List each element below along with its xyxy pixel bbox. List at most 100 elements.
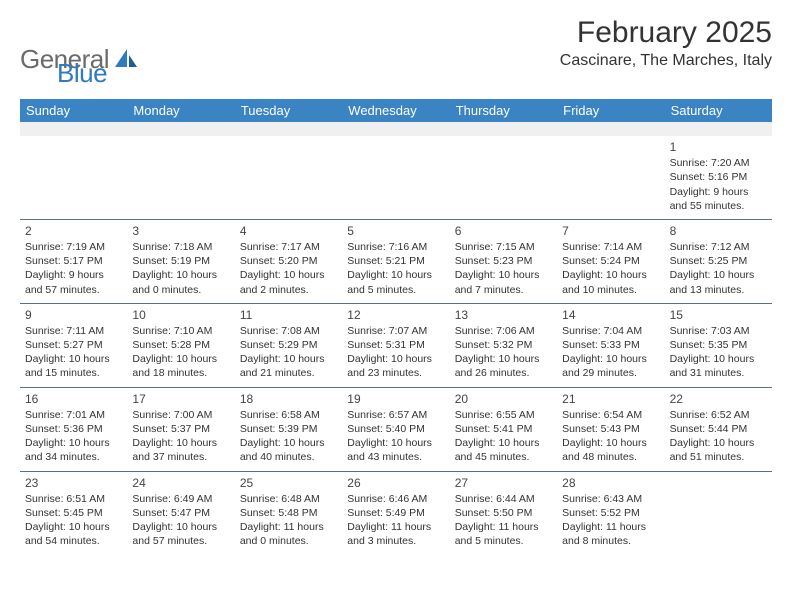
week-row: 1Sunrise: 7:20 AMSunset: 5:16 PMDaylight… bbox=[20, 136, 772, 219]
daylight-text: and 37 minutes. bbox=[132, 450, 229, 464]
week-row: 16Sunrise: 7:01 AMSunset: 5:36 PMDayligh… bbox=[20, 387, 772, 471]
sunrise-text: Sunrise: 7:18 AM bbox=[132, 240, 229, 254]
sunrise-text: Sunrise: 6:55 AM bbox=[455, 408, 552, 422]
day-number: 18 bbox=[240, 391, 337, 407]
day-number: 9 bbox=[25, 307, 122, 323]
daylight-text: Daylight: 11 hours bbox=[347, 520, 444, 534]
daylight-text: Daylight: 10 hours bbox=[562, 436, 659, 450]
day-cell: 7Sunrise: 7:14 AMSunset: 5:24 PMDaylight… bbox=[557, 220, 664, 303]
daylight-text: Daylight: 10 hours bbox=[670, 352, 767, 366]
daylight-text: Daylight: 10 hours bbox=[455, 436, 552, 450]
day-header-cell: Saturday bbox=[665, 99, 772, 122]
day-number: 5 bbox=[347, 223, 444, 239]
sunset-text: Sunset: 5:25 PM bbox=[670, 254, 767, 268]
day-cell: 24Sunrise: 6:49 AMSunset: 5:47 PMDayligh… bbox=[127, 472, 234, 555]
sunrise-text: Sunrise: 7:20 AM bbox=[670, 156, 767, 170]
daylight-text: Daylight: 10 hours bbox=[455, 352, 552, 366]
day-number: 19 bbox=[347, 391, 444, 407]
day-header-cell: Thursday bbox=[450, 99, 557, 122]
sunset-text: Sunset: 5:52 PM bbox=[562, 506, 659, 520]
day-number: 25 bbox=[240, 475, 337, 491]
sunrise-text: Sunrise: 7:10 AM bbox=[132, 324, 229, 338]
daylight-text: and 21 minutes. bbox=[240, 366, 337, 380]
day-number: 4 bbox=[240, 223, 337, 239]
daylight-text: Daylight: 10 hours bbox=[25, 352, 122, 366]
sunrise-text: Sunrise: 6:48 AM bbox=[240, 492, 337, 506]
day-cell: 26Sunrise: 6:46 AMSunset: 5:49 PMDayligh… bbox=[342, 472, 449, 555]
empty-cell bbox=[20, 136, 127, 219]
day-cell: 3Sunrise: 7:18 AMSunset: 5:19 PMDaylight… bbox=[127, 220, 234, 303]
daylight-text: and 10 minutes. bbox=[562, 283, 659, 297]
daylight-text: Daylight: 10 hours bbox=[240, 352, 337, 366]
day-cell: 4Sunrise: 7:17 AMSunset: 5:20 PMDaylight… bbox=[235, 220, 342, 303]
day-cell: 9Sunrise: 7:11 AMSunset: 5:27 PMDaylight… bbox=[20, 304, 127, 387]
daylight-text: Daylight: 11 hours bbox=[455, 520, 552, 534]
day-cell: 25Sunrise: 6:48 AMSunset: 5:48 PMDayligh… bbox=[235, 472, 342, 555]
daylight-text: and 8 minutes. bbox=[562, 534, 659, 548]
daylight-text: Daylight: 10 hours bbox=[455, 268, 552, 282]
day-number: 3 bbox=[132, 223, 229, 239]
day-number: 14 bbox=[562, 307, 659, 323]
day-number: 22 bbox=[670, 391, 767, 407]
day-number: 8 bbox=[670, 223, 767, 239]
sunrise-text: Sunrise: 6:44 AM bbox=[455, 492, 552, 506]
daylight-text: and 5 minutes. bbox=[455, 534, 552, 548]
sunset-text: Sunset: 5:35 PM bbox=[670, 338, 767, 352]
daylight-text: and 45 minutes. bbox=[455, 450, 552, 464]
sunrise-text: Sunrise: 7:12 AM bbox=[670, 240, 767, 254]
day-cell: 12Sunrise: 7:07 AMSunset: 5:31 PMDayligh… bbox=[342, 304, 449, 387]
sunrise-text: Sunrise: 7:03 AM bbox=[670, 324, 767, 338]
sunset-text: Sunset: 5:29 PM bbox=[240, 338, 337, 352]
day-number: 20 bbox=[455, 391, 552, 407]
sunset-text: Sunset: 5:23 PM bbox=[455, 254, 552, 268]
day-cell: 16Sunrise: 7:01 AMSunset: 5:36 PMDayligh… bbox=[20, 388, 127, 471]
daylight-text: Daylight: 10 hours bbox=[562, 352, 659, 366]
empty-cell bbox=[235, 136, 342, 219]
daylight-text: Daylight: 10 hours bbox=[670, 436, 767, 450]
logo-text-blue: Blue bbox=[57, 58, 107, 89]
daylight-text: and 51 minutes. bbox=[670, 450, 767, 464]
sunrise-text: Sunrise: 7:16 AM bbox=[347, 240, 444, 254]
day-cell: 18Sunrise: 6:58 AMSunset: 5:39 PMDayligh… bbox=[235, 388, 342, 471]
daylight-text: and 18 minutes. bbox=[132, 366, 229, 380]
title-block: February 2025 Cascinare, The Marches, It… bbox=[560, 16, 772, 70]
sunrise-text: Sunrise: 6:58 AM bbox=[240, 408, 337, 422]
empty-cell bbox=[127, 136, 234, 219]
daylight-text: and 23 minutes. bbox=[347, 366, 444, 380]
sunrise-text: Sunrise: 7:11 AM bbox=[25, 324, 122, 338]
day-number: 11 bbox=[240, 307, 337, 323]
daylight-text: Daylight: 11 hours bbox=[240, 520, 337, 534]
logo-sail-icon bbox=[113, 47, 139, 69]
sunrise-text: Sunrise: 6:43 AM bbox=[562, 492, 659, 506]
day-header-cell: Tuesday bbox=[235, 99, 342, 122]
day-number: 6 bbox=[455, 223, 552, 239]
daylight-text: Daylight: 10 hours bbox=[347, 352, 444, 366]
sunset-text: Sunset: 5:45 PM bbox=[25, 506, 122, 520]
sunset-text: Sunset: 5:32 PM bbox=[455, 338, 552, 352]
day-cell: 2Sunrise: 7:19 AMSunset: 5:17 PMDaylight… bbox=[20, 220, 127, 303]
sunset-text: Sunset: 5:39 PM bbox=[240, 422, 337, 436]
blank-row bbox=[20, 122, 772, 136]
daylight-text: and 0 minutes. bbox=[132, 283, 229, 297]
sunset-text: Sunset: 5:48 PM bbox=[240, 506, 337, 520]
page-title: February 2025 bbox=[560, 16, 772, 50]
daylight-text: Daylight: 10 hours bbox=[562, 268, 659, 282]
daylight-text: and 34 minutes. bbox=[25, 450, 122, 464]
day-header-cell: Monday bbox=[127, 99, 234, 122]
daylight-text: Daylight: 10 hours bbox=[132, 352, 229, 366]
location-text: Cascinare, The Marches, Italy bbox=[560, 52, 772, 70]
sunset-text: Sunset: 5:20 PM bbox=[240, 254, 337, 268]
daylight-text: Daylight: 10 hours bbox=[347, 268, 444, 282]
day-cell: 28Sunrise: 6:43 AMSunset: 5:52 PMDayligh… bbox=[557, 472, 664, 555]
day-cell: 15Sunrise: 7:03 AMSunset: 5:35 PMDayligh… bbox=[665, 304, 772, 387]
week-row: 9Sunrise: 7:11 AMSunset: 5:27 PMDaylight… bbox=[20, 303, 772, 387]
daylight-text: and 3 minutes. bbox=[347, 534, 444, 548]
sunrise-text: Sunrise: 7:15 AM bbox=[455, 240, 552, 254]
day-cell: 10Sunrise: 7:10 AMSunset: 5:28 PMDayligh… bbox=[127, 304, 234, 387]
week-row: 23Sunrise: 6:51 AMSunset: 5:45 PMDayligh… bbox=[20, 471, 772, 555]
sunrise-text: Sunrise: 7:00 AM bbox=[132, 408, 229, 422]
sunrise-text: Sunrise: 7:17 AM bbox=[240, 240, 337, 254]
sunset-text: Sunset: 5:28 PM bbox=[132, 338, 229, 352]
daylight-text: Daylight: 10 hours bbox=[670, 268, 767, 282]
day-number: 12 bbox=[347, 307, 444, 323]
